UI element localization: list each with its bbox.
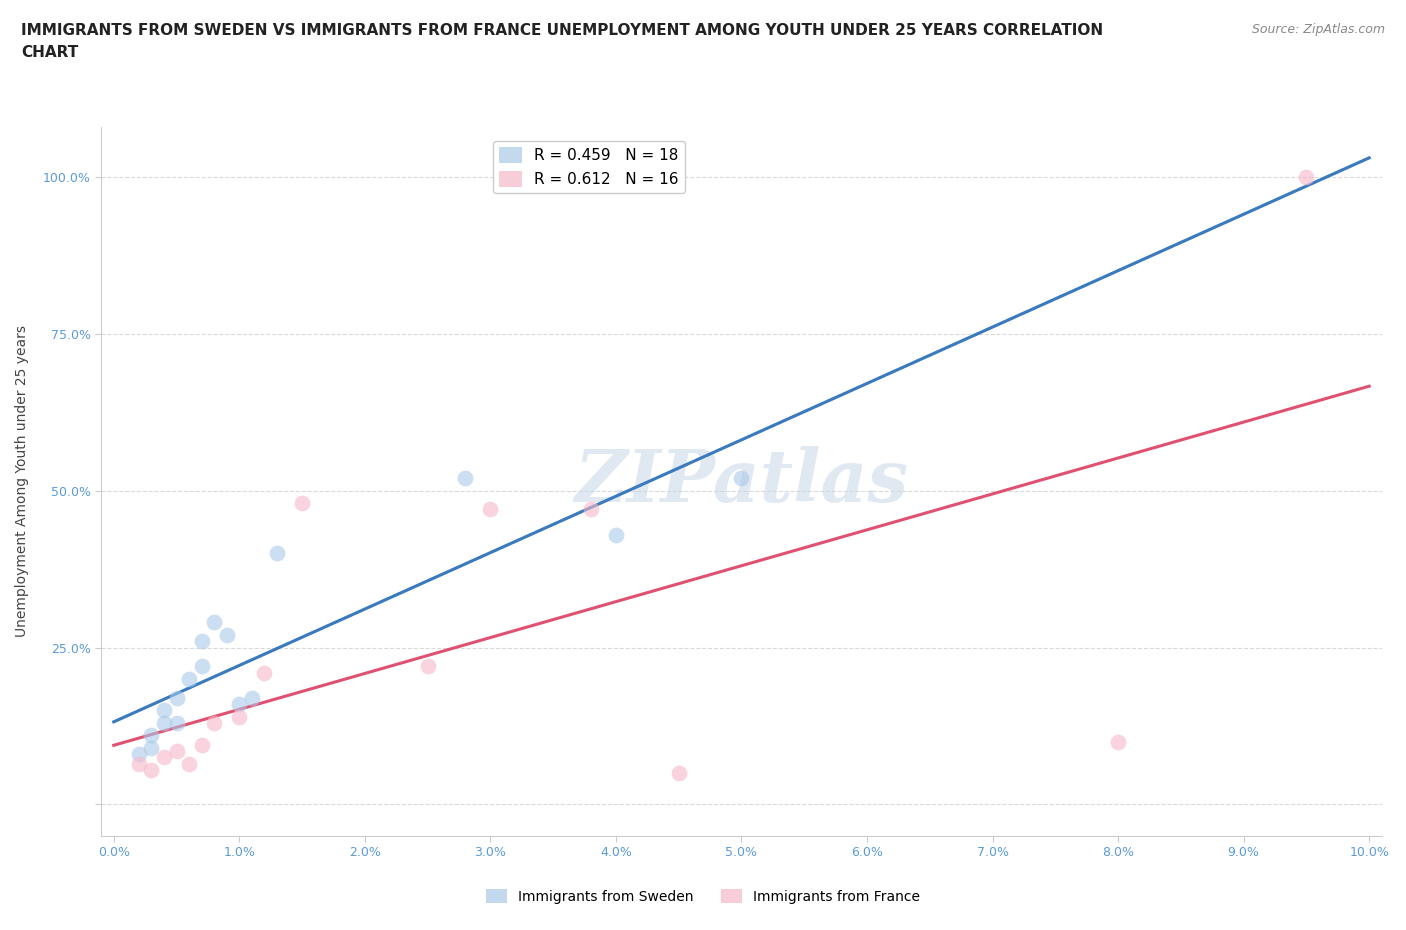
Point	[1295, 169, 1317, 184]
Point	[190, 633, 212, 648]
Point	[479, 502, 502, 517]
Point	[166, 744, 188, 759]
Point	[668, 765, 690, 780]
Point	[579, 502, 602, 517]
Point	[240, 690, 263, 705]
Legend: R = 0.459   N = 18, R = 0.612   N = 16: R = 0.459 N = 18, R = 0.612 N = 16	[494, 141, 685, 193]
Point	[454, 471, 477, 485]
Point	[605, 527, 627, 542]
Point	[190, 658, 212, 673]
Y-axis label: Unemployment Among Youth under 25 years: Unemployment Among Youth under 25 years	[15, 326, 30, 637]
Point	[141, 763, 163, 777]
Text: ZIPatlas: ZIPatlas	[575, 445, 908, 517]
Point	[1107, 734, 1129, 749]
Point	[228, 709, 250, 724]
Point	[128, 756, 150, 771]
Legend: Immigrants from Sweden, Immigrants from France: Immigrants from Sweden, Immigrants from …	[481, 884, 925, 910]
Point	[266, 546, 288, 561]
Point	[177, 756, 200, 771]
Point	[291, 496, 314, 511]
Point	[166, 690, 188, 705]
Text: Source: ZipAtlas.com: Source: ZipAtlas.com	[1251, 23, 1385, 36]
Point	[202, 615, 225, 630]
Point	[166, 715, 188, 730]
Point	[128, 747, 150, 762]
Point	[153, 750, 176, 764]
Point	[202, 715, 225, 730]
Point	[141, 728, 163, 743]
Point	[141, 740, 163, 755]
Point	[253, 665, 276, 680]
Text: IMMIGRANTS FROM SWEDEN VS IMMIGRANTS FROM FRANCE UNEMPLOYMENT AMONG YOUTH UNDER : IMMIGRANTS FROM SWEDEN VS IMMIGRANTS FRO…	[21, 23, 1104, 60]
Point	[190, 737, 212, 752]
Point	[228, 697, 250, 711]
Point	[153, 715, 176, 730]
Point	[730, 471, 752, 485]
Point	[215, 628, 238, 643]
Point	[153, 703, 176, 718]
Point	[416, 658, 439, 673]
Point	[177, 671, 200, 686]
